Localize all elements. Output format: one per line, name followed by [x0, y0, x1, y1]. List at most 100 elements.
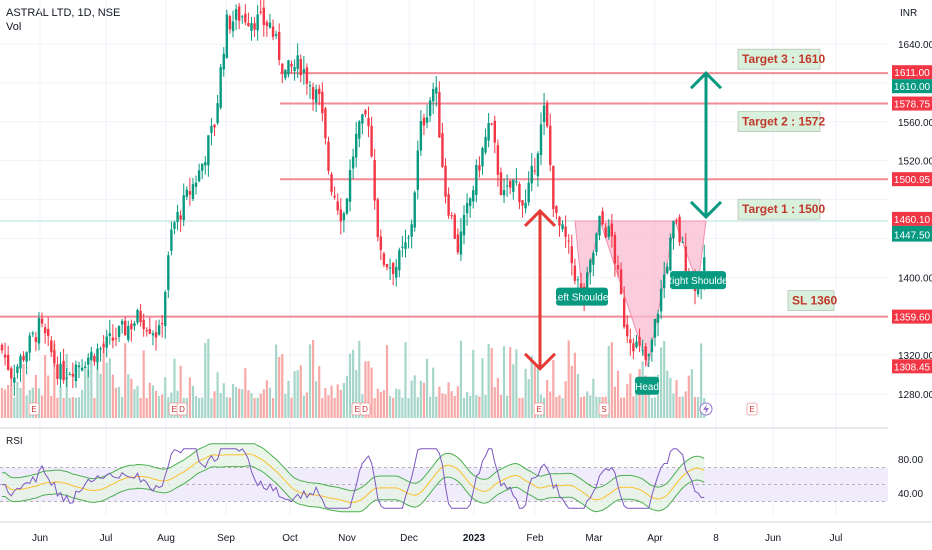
price-tag-label: 1359.60 — [894, 313, 931, 324]
volume-bar — [444, 394, 447, 418]
volume-bar — [164, 377, 167, 418]
candle-body — [468, 198, 472, 206]
candle-body — [296, 55, 299, 69]
volume-bar — [644, 375, 647, 418]
volume-bar — [207, 338, 210, 418]
candle-body — [604, 227, 607, 238]
chart-header: ASTRAL LTD, 1D, NSE Vol — [6, 6, 120, 34]
volume-bar — [496, 377, 499, 418]
volume-bar — [358, 340, 361, 418]
candle-body — [333, 195, 336, 198]
volume-bar — [234, 386, 238, 418]
price-tick-label: 1400.00 — [898, 273, 932, 284]
volume-bar — [231, 383, 235, 418]
pattern-label-box — [670, 271, 726, 290]
volume-bar — [506, 395, 509, 418]
candle-body — [395, 266, 398, 278]
candle-body — [65, 377, 68, 379]
volume-bar — [613, 386, 617, 418]
candle-body — [6, 354, 10, 370]
volume-bar — [499, 394, 503, 418]
candle-body — [549, 125, 552, 165]
volume-bar — [549, 391, 552, 418]
candle-body — [361, 114, 364, 124]
candle-body — [117, 326, 121, 338]
event-marker — [598, 402, 610, 416]
volume-bar — [56, 397, 59, 418]
candle-body — [247, 22, 250, 27]
volume-bar — [413, 375, 416, 418]
volume-bar — [136, 385, 139, 418]
candle-body — [201, 163, 204, 171]
symbol-title[interactable]: ASTRAL LTD, 1D, NSE — [6, 7, 121, 19]
volume-bar — [111, 374, 114, 418]
candle-body — [28, 335, 31, 353]
volume-bar — [684, 391, 687, 418]
volume-bar — [370, 367, 373, 418]
candle-body — [348, 170, 352, 202]
candle-body — [188, 191, 192, 195]
candle-body — [274, 34, 278, 36]
volume-bar — [626, 384, 629, 418]
volume-bar — [308, 344, 312, 418]
candle-body — [96, 348, 99, 363]
volume-bar — [305, 392, 309, 418]
candle-body — [530, 165, 533, 184]
volume-bar — [355, 370, 358, 418]
volume-bar — [154, 390, 158, 418]
time-tick-label: 8 — [713, 533, 719, 544]
candle-body — [148, 329, 152, 334]
volume-bar — [367, 361, 370, 418]
candle-body — [481, 147, 484, 167]
volume-bar — [432, 367, 435, 418]
candle-body — [462, 214, 466, 236]
volume-bar — [293, 371, 296, 418]
candle-body — [124, 320, 127, 336]
time-tick-label: Dec — [400, 533, 418, 544]
volume-bar — [589, 395, 592, 418]
candle-body — [659, 288, 663, 312]
volume-bar — [635, 386, 638, 418]
candle-body — [102, 344, 105, 347]
volume-bar — [213, 391, 216, 418]
volume-label[interactable]: Vol — [6, 21, 22, 33]
time-tick-label: Jun — [32, 533, 48, 544]
event-marker — [28, 402, 40, 416]
volume-bar — [37, 388, 41, 418]
measure-arrow-head-bottom — [523, 352, 557, 371]
candle-body — [619, 269, 623, 294]
candle-body — [410, 224, 413, 237]
candle-body — [669, 237, 672, 271]
candle-body — [40, 318, 44, 324]
candle-body — [22, 355, 25, 361]
candle-body — [502, 190, 506, 196]
candle-body — [222, 53, 225, 70]
candle-body — [422, 117, 426, 126]
volume-bar — [672, 393, 675, 418]
candle-body — [527, 182, 530, 203]
volume-bars — [0, 338, 706, 418]
level-label: Target 2 : 1572 — [742, 115, 825, 129]
candle-body — [382, 253, 386, 265]
candle-body — [663, 274, 666, 289]
volume-bar — [459, 340, 463, 418]
volume-bar — [50, 395, 53, 418]
target-arrow-head-top — [689, 71, 723, 90]
volume-bar — [533, 365, 536, 418]
price-tag-label: 1610.00 — [894, 82, 931, 93]
volume-bar — [653, 397, 657, 418]
event-letter: E — [536, 405, 541, 414]
price-tag-box — [892, 172, 932, 187]
volume-bar — [238, 388, 241, 418]
event-marker — [176, 402, 188, 416]
volume-bar — [188, 377, 191, 418]
volume-bar — [564, 381, 567, 418]
candle-body — [570, 246, 573, 264]
volume-bar — [333, 397, 336, 418]
rsi-bb-fill — [2, 443, 705, 512]
candle-body — [231, 21, 235, 32]
candle-body — [154, 332, 158, 338]
volume-bar — [290, 397, 293, 418]
time-tick-label: Jul — [100, 533, 113, 544]
